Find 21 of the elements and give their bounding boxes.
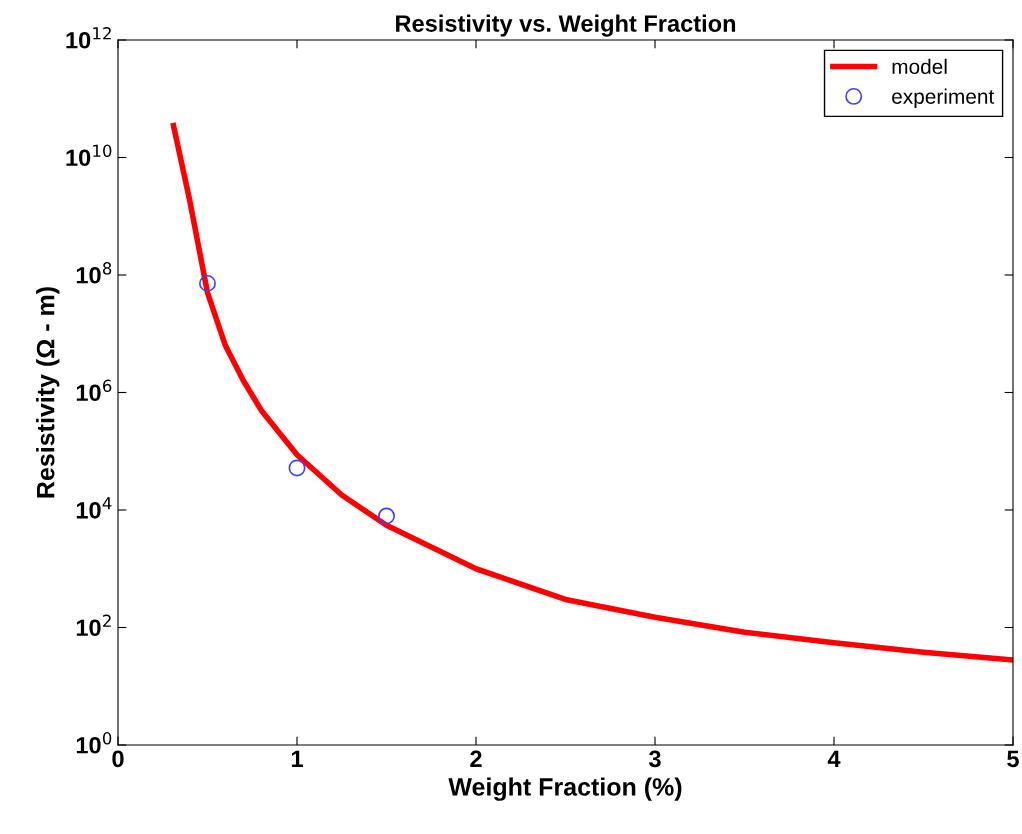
x-tick-label: 1 bbox=[291, 750, 303, 767]
point bbox=[288, 459, 306, 477]
y-tick-label: 10$^{10}$ bbox=[66, 144, 112, 167]
y-tick-label: 10$^{12}$ bbox=[66, 27, 111, 49]
legend-label: model bbox=[892, 58, 947, 75]
y-tick-label: 10$^{8}$ bbox=[76, 262, 112, 284]
y-tick-label: 10$^{2}$ bbox=[76, 614, 111, 637]
x-tick-label: 4 bbox=[827, 750, 841, 767]
y-tick-label: 10$^{6}$ bbox=[76, 379, 112, 402]
chart-title: Resistivity vs. Weight Fraction bbox=[396, 14, 736, 37]
x-axis-title: Weight Fraction (%) bbox=[448, 777, 682, 801]
x-tick-label: 5 bbox=[1007, 750, 1019, 768]
y-tick-label: 10$^{0}$ bbox=[76, 732, 112, 754]
x-tick-label: 0 bbox=[112, 750, 124, 768]
point bbox=[199, 274, 216, 292]
y-axis-title: Resistivity (Ω - m) bbox=[36, 287, 60, 498]
legend-label: experiment bbox=[892, 88, 995, 109]
x-tick-label: 3 bbox=[648, 750, 661, 768]
y-tick-label: 10$^{4}$ bbox=[76, 497, 112, 519]
x-tick-label: 2 bbox=[470, 750, 482, 767]
point bbox=[378, 507, 395, 525]
